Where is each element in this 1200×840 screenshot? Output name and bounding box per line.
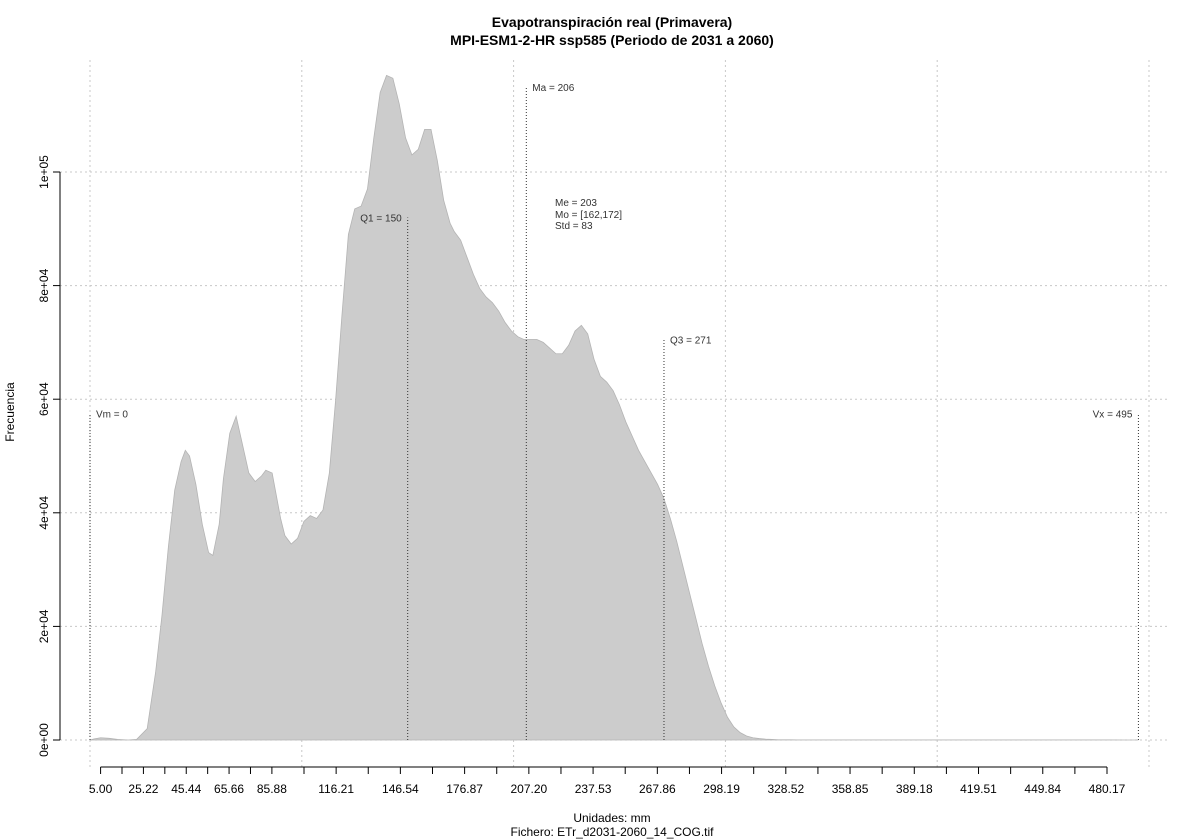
axes: 5.00 25.22 45.44 65.66 85.88 116.21 146.54 176.… — [37, 155, 1125, 796]
x-tick-label: 207.20 — [510, 782, 547, 796]
chart-title-line-1: Evapotranspiración real (Primavera) — [492, 14, 732, 30]
y-tick-label: 4e+04 — [37, 496, 51, 530]
x-tick-label: 237.53 — [575, 782, 612, 796]
marker-label-q1: Q1 = 150 — [360, 213, 402, 224]
marker-label-ma: Ma = 206 — [532, 83, 574, 94]
x-tick-label: 419.51 — [960, 782, 997, 796]
marker-label-vm: Vm = 0 — [96, 409, 128, 420]
y-tick-label: 2e+04 — [37, 609, 51, 643]
x-tick-label: 358.85 — [832, 782, 869, 796]
x-tick-label: 328.52 — [767, 782, 804, 796]
x-tick-label: 45.44 — [171, 782, 201, 796]
marker-lines: Vm = 0 Q1 = 150 Ma = 206 Q3 = 271 Vx = 495 — [89, 83, 1139, 740]
chart-title-line-2: MPI-ESM1-2-HR ssp585 (Periodo de 2031 a … — [450, 32, 774, 48]
y-tick-label: 1e+05 — [37, 155, 51, 189]
density-area — [89, 74, 1139, 741]
x-axis-label: Unidades: mm — [573, 811, 650, 825]
y-tick-label: 0e+00 — [37, 723, 51, 757]
x-tick-label: 85.88 — [257, 782, 287, 796]
stat-median: Me = 203 — [555, 198, 597, 209]
y-axis-label: Frecuencia — [3, 382, 17, 442]
y-tick-label: 8e+04 — [37, 268, 51, 302]
stat-std: Std = 83 — [555, 221, 593, 232]
x-tick-label: 176.87 — [446, 782, 483, 796]
x-tick-label: 65.66 — [214, 782, 244, 796]
x-tick-label: 5.00 — [89, 782, 113, 796]
marker-label-q3: Q3 = 271 — [670, 336, 712, 347]
y-tick-label: 6e+04 — [37, 382, 51, 416]
x-tick-label: 146.54 — [382, 782, 419, 796]
x-tick-label: 116.21 — [318, 782, 354, 796]
x-tick-label: 480.17 — [1089, 782, 1126, 796]
x-tick-label: 298.19 — [703, 782, 740, 796]
x-tick-label: 267.86 — [639, 782, 676, 796]
x-tick-label: 25.22 — [128, 782, 158, 796]
x-tick-label: 449.84 — [1024, 782, 1061, 796]
marker-label-vx: Vx = 495 — [1093, 409, 1133, 420]
density-area-layer — [89, 74, 1139, 741]
file-label: Fichero: ETr_d2031-2060_14_COG.tif — [511, 825, 715, 839]
stat-mode: Mo = [162,172] — [555, 210, 622, 221]
x-tick-label: 389.18 — [896, 782, 933, 796]
